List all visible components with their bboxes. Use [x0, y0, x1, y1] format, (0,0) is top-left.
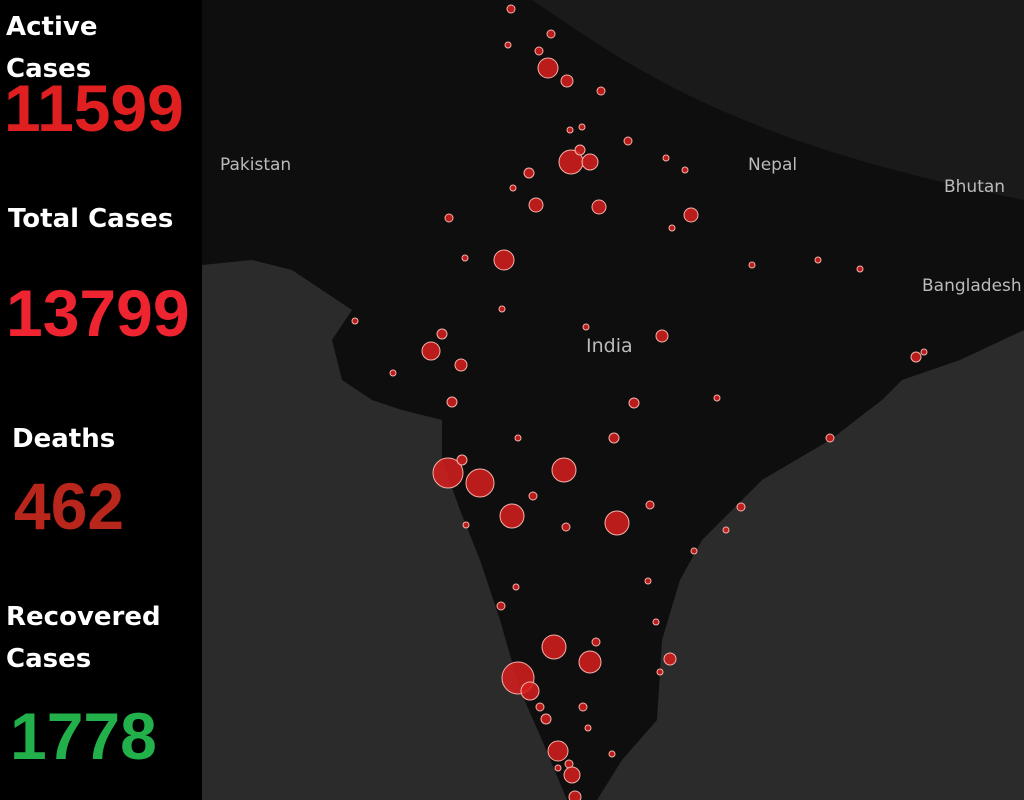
case-bubble — [683, 207, 699, 223]
case-bubble — [591, 637, 601, 647]
map-label: Bhutan — [944, 177, 1005, 197]
stat-label: Total Cases — [8, 204, 174, 234]
case-bubble — [506, 4, 516, 14]
himalaya — [532, 0, 1024, 200]
case-bubble — [652, 618, 660, 626]
stat-value: 11599 — [4, 71, 184, 145]
case-bubble — [655, 329, 669, 343]
case-bubble — [574, 144, 586, 156]
case-bubble — [461, 254, 469, 262]
case-bubble — [432, 457, 464, 489]
case-bubble — [462, 521, 470, 529]
case-bubble — [456, 454, 468, 466]
case-bubble — [499, 503, 525, 529]
case-bubble — [662, 154, 670, 162]
case-bubble — [578, 702, 588, 712]
case-bubble — [623, 136, 633, 146]
case-bubble — [493, 249, 515, 271]
case-bubble — [535, 702, 545, 712]
case-bubble — [690, 547, 698, 555]
case-bubble — [541, 634, 567, 660]
case-bubble — [523, 167, 535, 179]
case-bubble — [814, 256, 822, 264]
case-bubble — [514, 434, 522, 442]
case-bubble — [520, 681, 540, 701]
case-bubble — [454, 358, 468, 372]
case-bubble — [546, 29, 556, 39]
case-bubble — [351, 317, 359, 325]
case-bubble — [604, 510, 630, 536]
case-bubble — [736, 502, 746, 512]
land — [202, 0, 1024, 800]
case-bubble — [591, 199, 607, 215]
case-bubble — [528, 197, 544, 213]
case-bubble — [465, 468, 495, 498]
case-bubble — [748, 261, 756, 269]
stat-value: 462 — [14, 469, 125, 543]
case-bubble — [663, 652, 677, 666]
case-bubble — [534, 46, 544, 56]
case-bubble — [568, 790, 582, 800]
case-bubble — [645, 500, 655, 510]
case-bubble — [596, 86, 606, 96]
case-bubble — [608, 750, 616, 758]
case-bubble — [713, 394, 721, 402]
case-bubble — [656, 668, 664, 676]
case-bubble — [560, 74, 574, 88]
map-label: India — [586, 335, 633, 357]
case-bubble — [551, 457, 577, 483]
case-bubble — [540, 713, 552, 725]
case-bubble — [498, 305, 506, 313]
stats-panel: Active Cases 11599 Total Cases 13799 Dea… — [0, 0, 202, 800]
case-bubble — [389, 369, 397, 377]
case-bubble — [537, 57, 559, 79]
stat-label: Deaths — [12, 424, 116, 454]
case-bubble — [681, 166, 689, 174]
case-bubble — [722, 526, 730, 534]
case-bubble — [582, 323, 590, 331]
case-bubble — [563, 766, 581, 784]
case-bubble — [920, 348, 928, 356]
case-bubble — [547, 740, 569, 762]
case-bubble — [578, 123, 586, 131]
case-bubble — [561, 522, 571, 532]
case-bubble — [496, 601, 506, 611]
case-bubble — [910, 351, 922, 363]
case-bubble — [566, 126, 574, 134]
case-bubble — [528, 491, 538, 501]
case-bubble — [578, 650, 602, 674]
case-bubble — [512, 583, 520, 591]
case-bubble — [644, 577, 652, 585]
map: Pakistan Nepal Bhutan Bangladesh India — [202, 0, 1024, 800]
case-bubble — [628, 397, 640, 409]
case-bubble — [668, 224, 676, 232]
map-label: Bangladesh — [922, 276, 1022, 296]
stat-value: 13799 — [6, 276, 190, 350]
case-bubble — [856, 265, 864, 273]
stat-label: Active Cases — [6, 12, 98, 84]
case-bubble — [554, 764, 562, 772]
case-bubble — [444, 213, 454, 223]
case-bubble — [584, 724, 592, 732]
map-label: Pakistan — [220, 155, 291, 175]
case-bubble — [608, 432, 620, 444]
case-bubble — [825, 433, 835, 443]
case-bubble — [581, 153, 599, 171]
stat-label: Recovered Cases — [6, 602, 161, 674]
stat-value: 1778 — [10, 699, 157, 773]
map-label: Nepal — [748, 155, 797, 175]
case-bubble — [509, 184, 517, 192]
case-bubble — [446, 396, 458, 408]
case-bubble — [421, 341, 441, 361]
case-bubble — [504, 41, 512, 49]
case-bubble — [436, 328, 448, 340]
